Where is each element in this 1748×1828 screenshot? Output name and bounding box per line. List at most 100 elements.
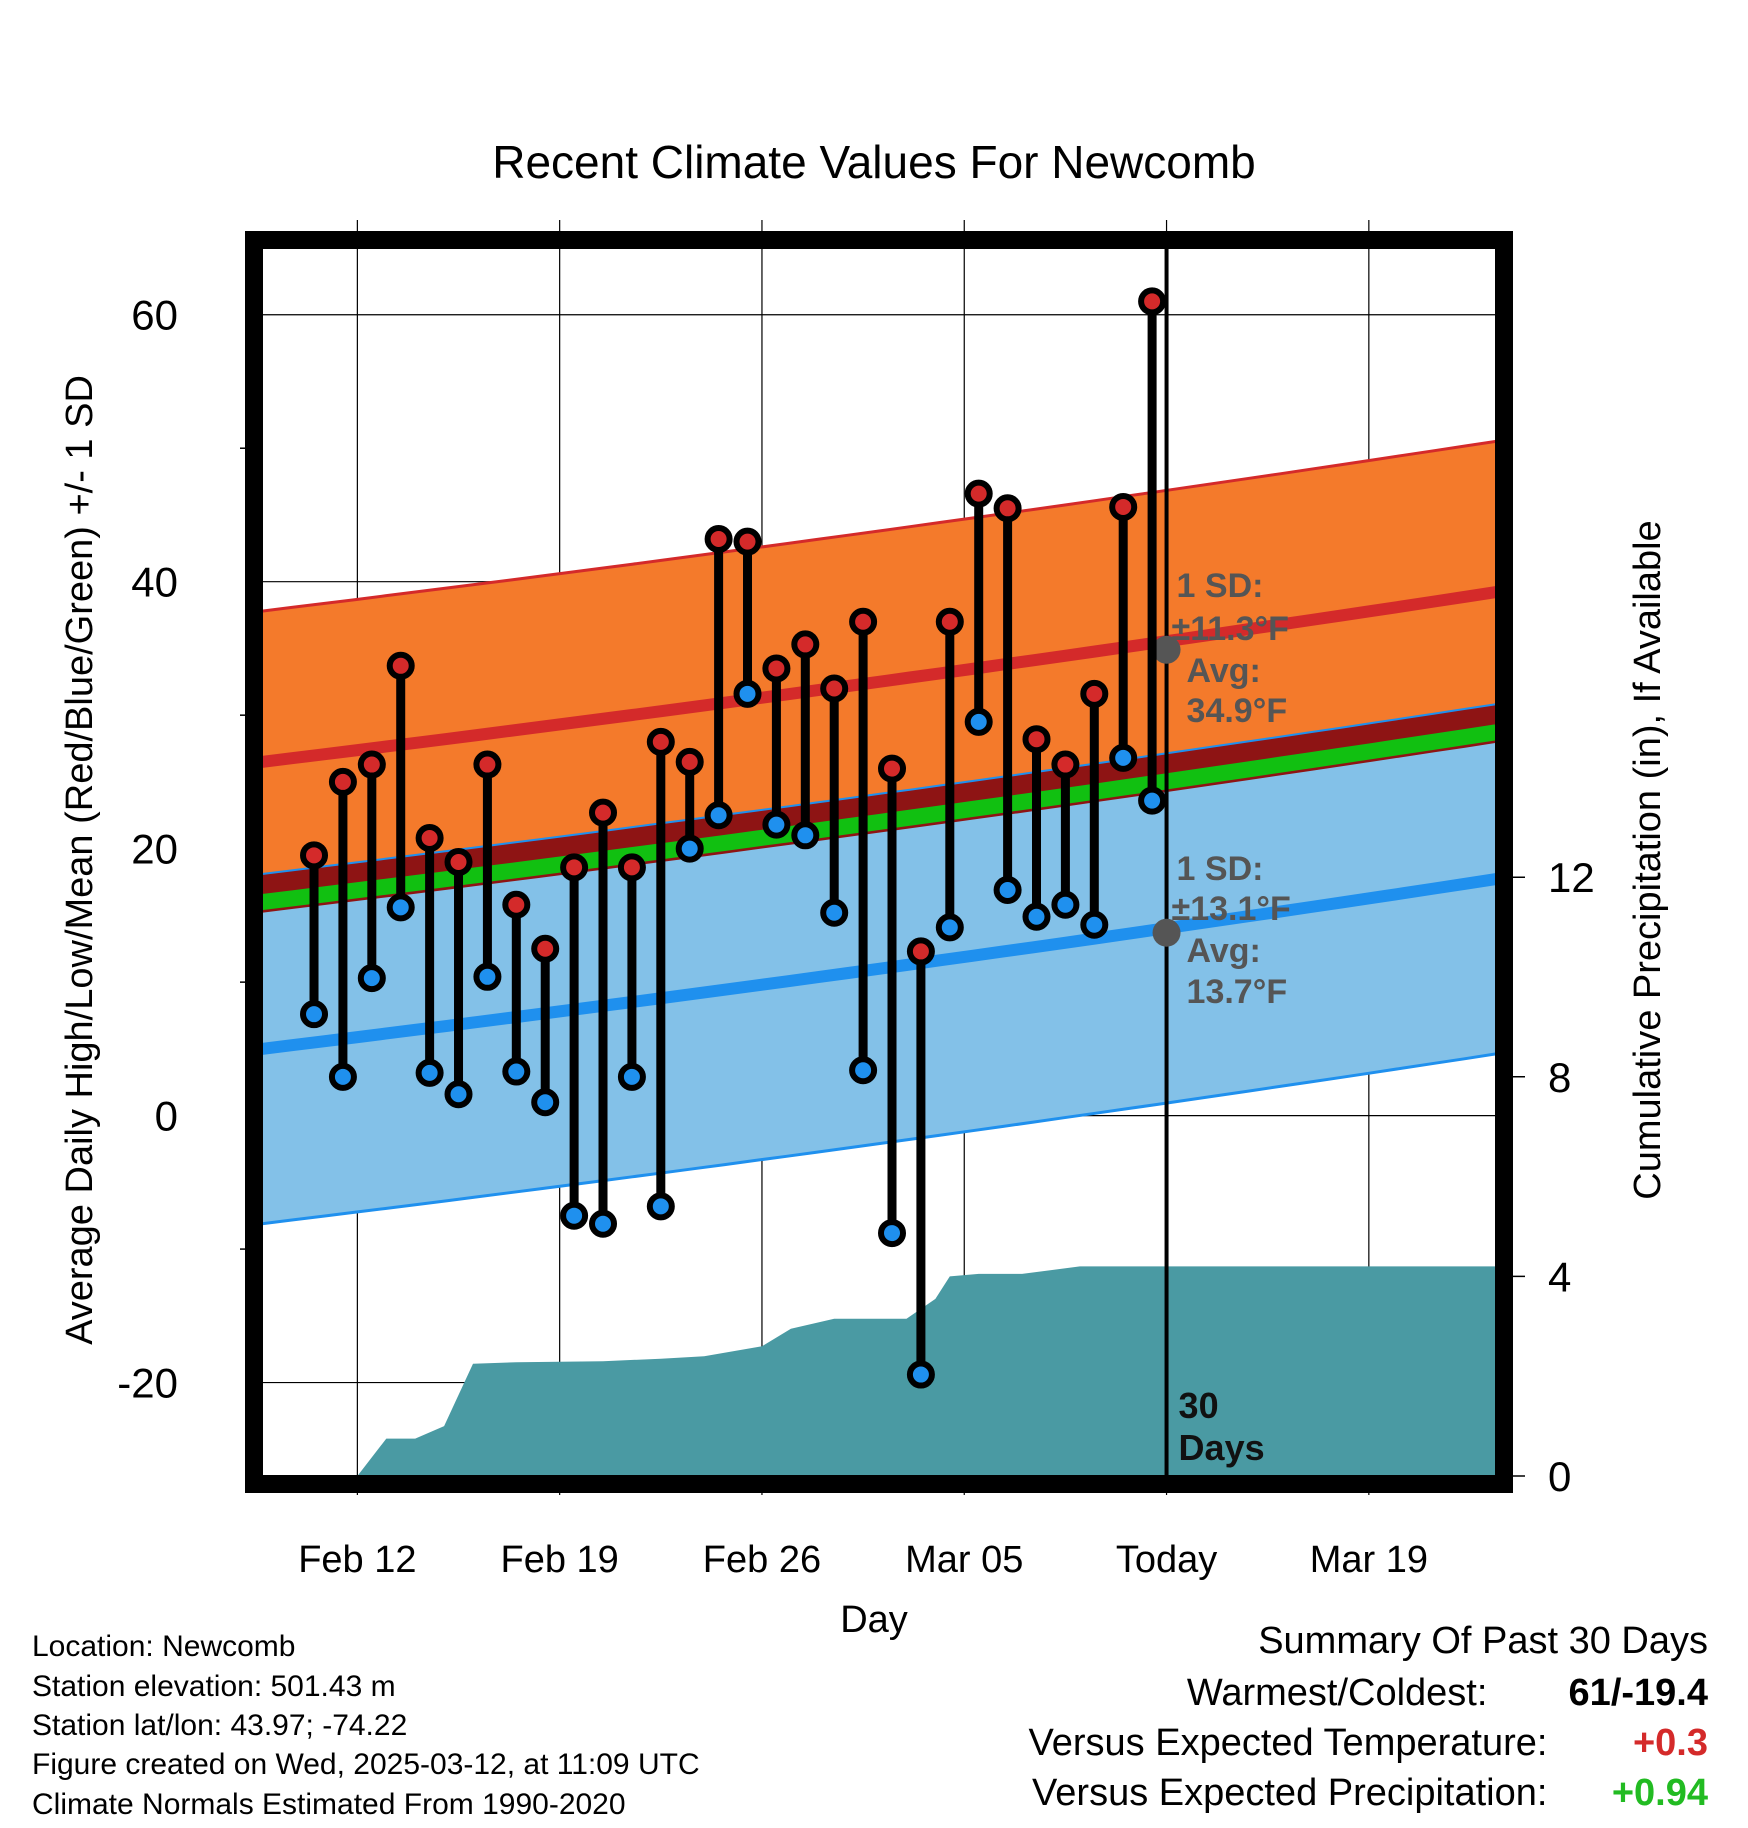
footer-latlon: Station lat/lon: 43.97; -74.22: [32, 1709, 408, 1742]
daily-low-point: [1080, 910, 1109, 939]
daily-high-point: [300, 841, 329, 870]
x-axis-label: Day: [840, 1599, 908, 1641]
high-sd-label: 1 SD:: [1177, 567, 1264, 605]
low-lower-edge: [262, 1052, 1496, 1226]
daily-low-point: [849, 1056, 878, 1085]
high-avg-label: Avg:: [1187, 652, 1261, 690]
daily-low-point: [733, 679, 762, 708]
daily-low-point: [791, 821, 820, 850]
y2-tick-label: 8: [1548, 1054, 1571, 1101]
low-avg-marker: [1152, 918, 1181, 947]
daily-high-point: [849, 607, 878, 636]
daily-high-point: [1051, 750, 1080, 779]
y2-tick-label: 4: [1548, 1253, 1571, 1300]
summary-warmest-row: Warmest/Coldest: 61/-19.4: [1187, 1672, 1708, 1715]
precipitation-area: [262, 1266, 1496, 1476]
today-days-number: 30: [1179, 1385, 1219, 1426]
footer-elevation: Station elevation: 501.43 m: [32, 1670, 396, 1703]
daily-high-point: [1022, 725, 1051, 754]
y-tick-label: 0: [155, 1093, 178, 1140]
daily-high-point: [357, 750, 386, 779]
low-normal-line: [262, 873, 1496, 1055]
daily-low-point: [762, 810, 791, 839]
low-upper-edge: [262, 703, 1496, 875]
daily-low-point: [646, 1192, 675, 1221]
x-tick-label: Feb 12: [298, 1539, 416, 1581]
high-sd-value: ±11.3°F: [1172, 610, 1289, 648]
y-axis-label: Average Daily High/Low/Mean (Red/Blue/Gr…: [59, 375, 101, 1345]
daily-high-point: [1080, 679, 1109, 708]
daily-low-point: [1051, 890, 1080, 919]
daily-high-point: [704, 524, 733, 553]
x-tick-label: Feb 26: [703, 1539, 821, 1581]
daily-high-point: [1109, 492, 1138, 521]
daily-high-point: [473, 750, 502, 779]
daily-low-point: [820, 898, 849, 927]
daily-low-point: [1109, 743, 1138, 772]
plot-border: [245, 231, 1513, 1493]
daily-low-point: [473, 962, 502, 991]
today-days-label: Days: [1179, 1427, 1265, 1468]
daily-low-point: [878, 1219, 907, 1248]
x-tick-label: Today: [1116, 1539, 1217, 1581]
y-tick-label: 60: [131, 292, 178, 339]
y-tick-label: 40: [131, 559, 178, 606]
daily-low-point: [589, 1209, 618, 1238]
daily-low-point: [415, 1058, 444, 1087]
daily-low-point: [617, 1062, 646, 1091]
daily-high-point: [646, 727, 675, 756]
summary-precip-label: Versus Expected Precipitation:: [1032, 1772, 1548, 1814]
daily-low-point: [993, 876, 1022, 905]
low-sd-label: 1 SD:: [1177, 850, 1264, 888]
y2-tick-label: 0: [1548, 1453, 1571, 1500]
y-tick-label: 20: [131, 826, 178, 873]
x-tick-label: Mar 05: [905, 1539, 1023, 1581]
daily-high-point: [328, 767, 357, 796]
daily-low-point: [502, 1057, 531, 1086]
daily-low-point: [704, 801, 733, 830]
daily-high-point: [733, 527, 762, 556]
daily-high-point: [502, 890, 531, 919]
summary-warmest-label: Warmest/Coldest:: [1186, 1672, 1488, 1714]
y2-tick-label: 12: [1548, 854, 1595, 901]
daily-low-point: [1022, 902, 1051, 931]
footer-created: Figure created on Wed, 2025-03-12, at 11…: [32, 1748, 700, 1781]
daily-low-point: [357, 964, 386, 993]
low-avg-value: 13.7°F: [1187, 973, 1288, 1011]
summary-temp-row: Versus Expected Temperature: +0.3: [1029, 1722, 1708, 1765]
daily-low-point: [560, 1201, 589, 1230]
summary-precip-row: Versus Expected Precipitation: +0.94: [1032, 1772, 1708, 1815]
summary-title: Summary Of Past 30 Days: [1258, 1620, 1708, 1663]
daily-low-point: [300, 1000, 329, 1029]
daily-high-point: [675, 747, 704, 776]
summary-title-text: Summary Of Past 30 Days: [1258, 1620, 1708, 1662]
x-tick-label: Mar 19: [1310, 1539, 1428, 1581]
daily-low-point: [1138, 786, 1167, 815]
daily-high-point: [964, 479, 993, 508]
mean-normal-line: [262, 724, 1496, 910]
daily-low-point: [531, 1088, 560, 1117]
daily-high-point: [617, 853, 646, 882]
x-tick-label: Feb 19: [501, 1539, 619, 1581]
low-avg-label: Avg:: [1187, 932, 1261, 970]
low-sd-value: ±13.1°F: [1172, 890, 1291, 928]
daily-high-point: [560, 853, 589, 882]
daily-high-point: [906, 937, 935, 966]
daily-low-point: [444, 1080, 473, 1109]
high-avg-value: 34.9°F: [1187, 692, 1288, 730]
y-tick-label: -20: [117, 1360, 178, 1407]
y2-axis-label: Cumulative Precipitation (in), If Availa…: [1627, 520, 1669, 1199]
high-normal-line: [262, 586, 1496, 768]
daily-high-point: [386, 651, 415, 680]
daily-low-point: [386, 893, 415, 922]
daily-high-point: [444, 848, 473, 876]
daily-high-point: [820, 674, 849, 703]
daily-low-point: [906, 1360, 935, 1389]
daily-high-point: [935, 607, 964, 636]
daily-high-point: [1138, 287, 1167, 316]
high-upper-edge: [262, 439, 1496, 613]
daily-high-point: [791, 630, 820, 659]
axes: -20 0 20 40 60 0 4 8 12 Feb 12 Feb 19 Feb 26 Mar 05 T…: [117, 292, 1594, 1581]
